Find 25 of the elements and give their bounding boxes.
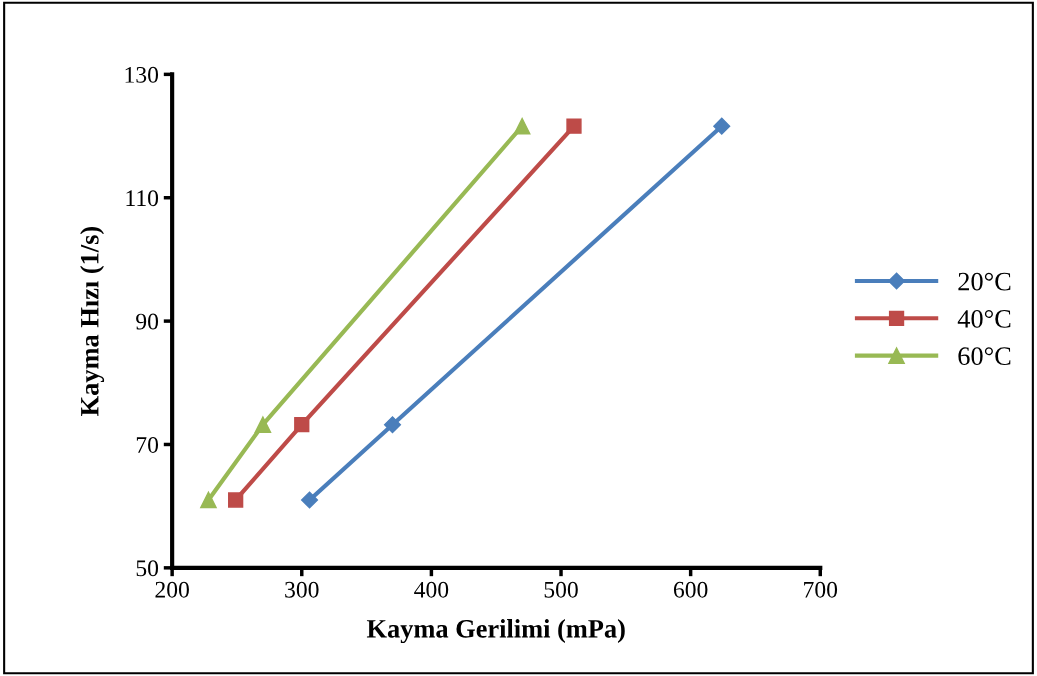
x-axis-title: Kayma Gerilimi (mPa) [366, 619, 625, 644]
legend-label: 60°C [958, 347, 1011, 366]
x-tick-label: 600 [673, 581, 708, 598]
x-tick-label: 700 [804, 581, 838, 598]
point [254, 416, 272, 434]
point [513, 117, 531, 135]
y-tick-label: 90 [136, 313, 159, 330]
point [228, 492, 244, 508]
y-tick-label: 50 [136, 560, 159, 577]
y-tick-label: 70 [136, 436, 159, 453]
y-axis-title: Kayma Hızı (1/s) [80, 226, 105, 416]
point [294, 417, 310, 433]
y-tick-label: 130 [125, 66, 159, 83]
point [200, 491, 217, 509]
legend-label: 20°C [958, 272, 1011, 291]
point [713, 117, 731, 135]
point [383, 416, 402, 434]
y-tick-label: 110 [126, 190, 159, 207]
x-tick-label: 400 [414, 581, 449, 598]
legend-label: 40°C [957, 309, 1011, 328]
x-tick-label: 500 [544, 581, 578, 598]
point [300, 491, 319, 509]
point [566, 118, 582, 134]
x-tick-label: 300 [285, 581, 319, 598]
x-tick-label: 200 [155, 581, 189, 598]
